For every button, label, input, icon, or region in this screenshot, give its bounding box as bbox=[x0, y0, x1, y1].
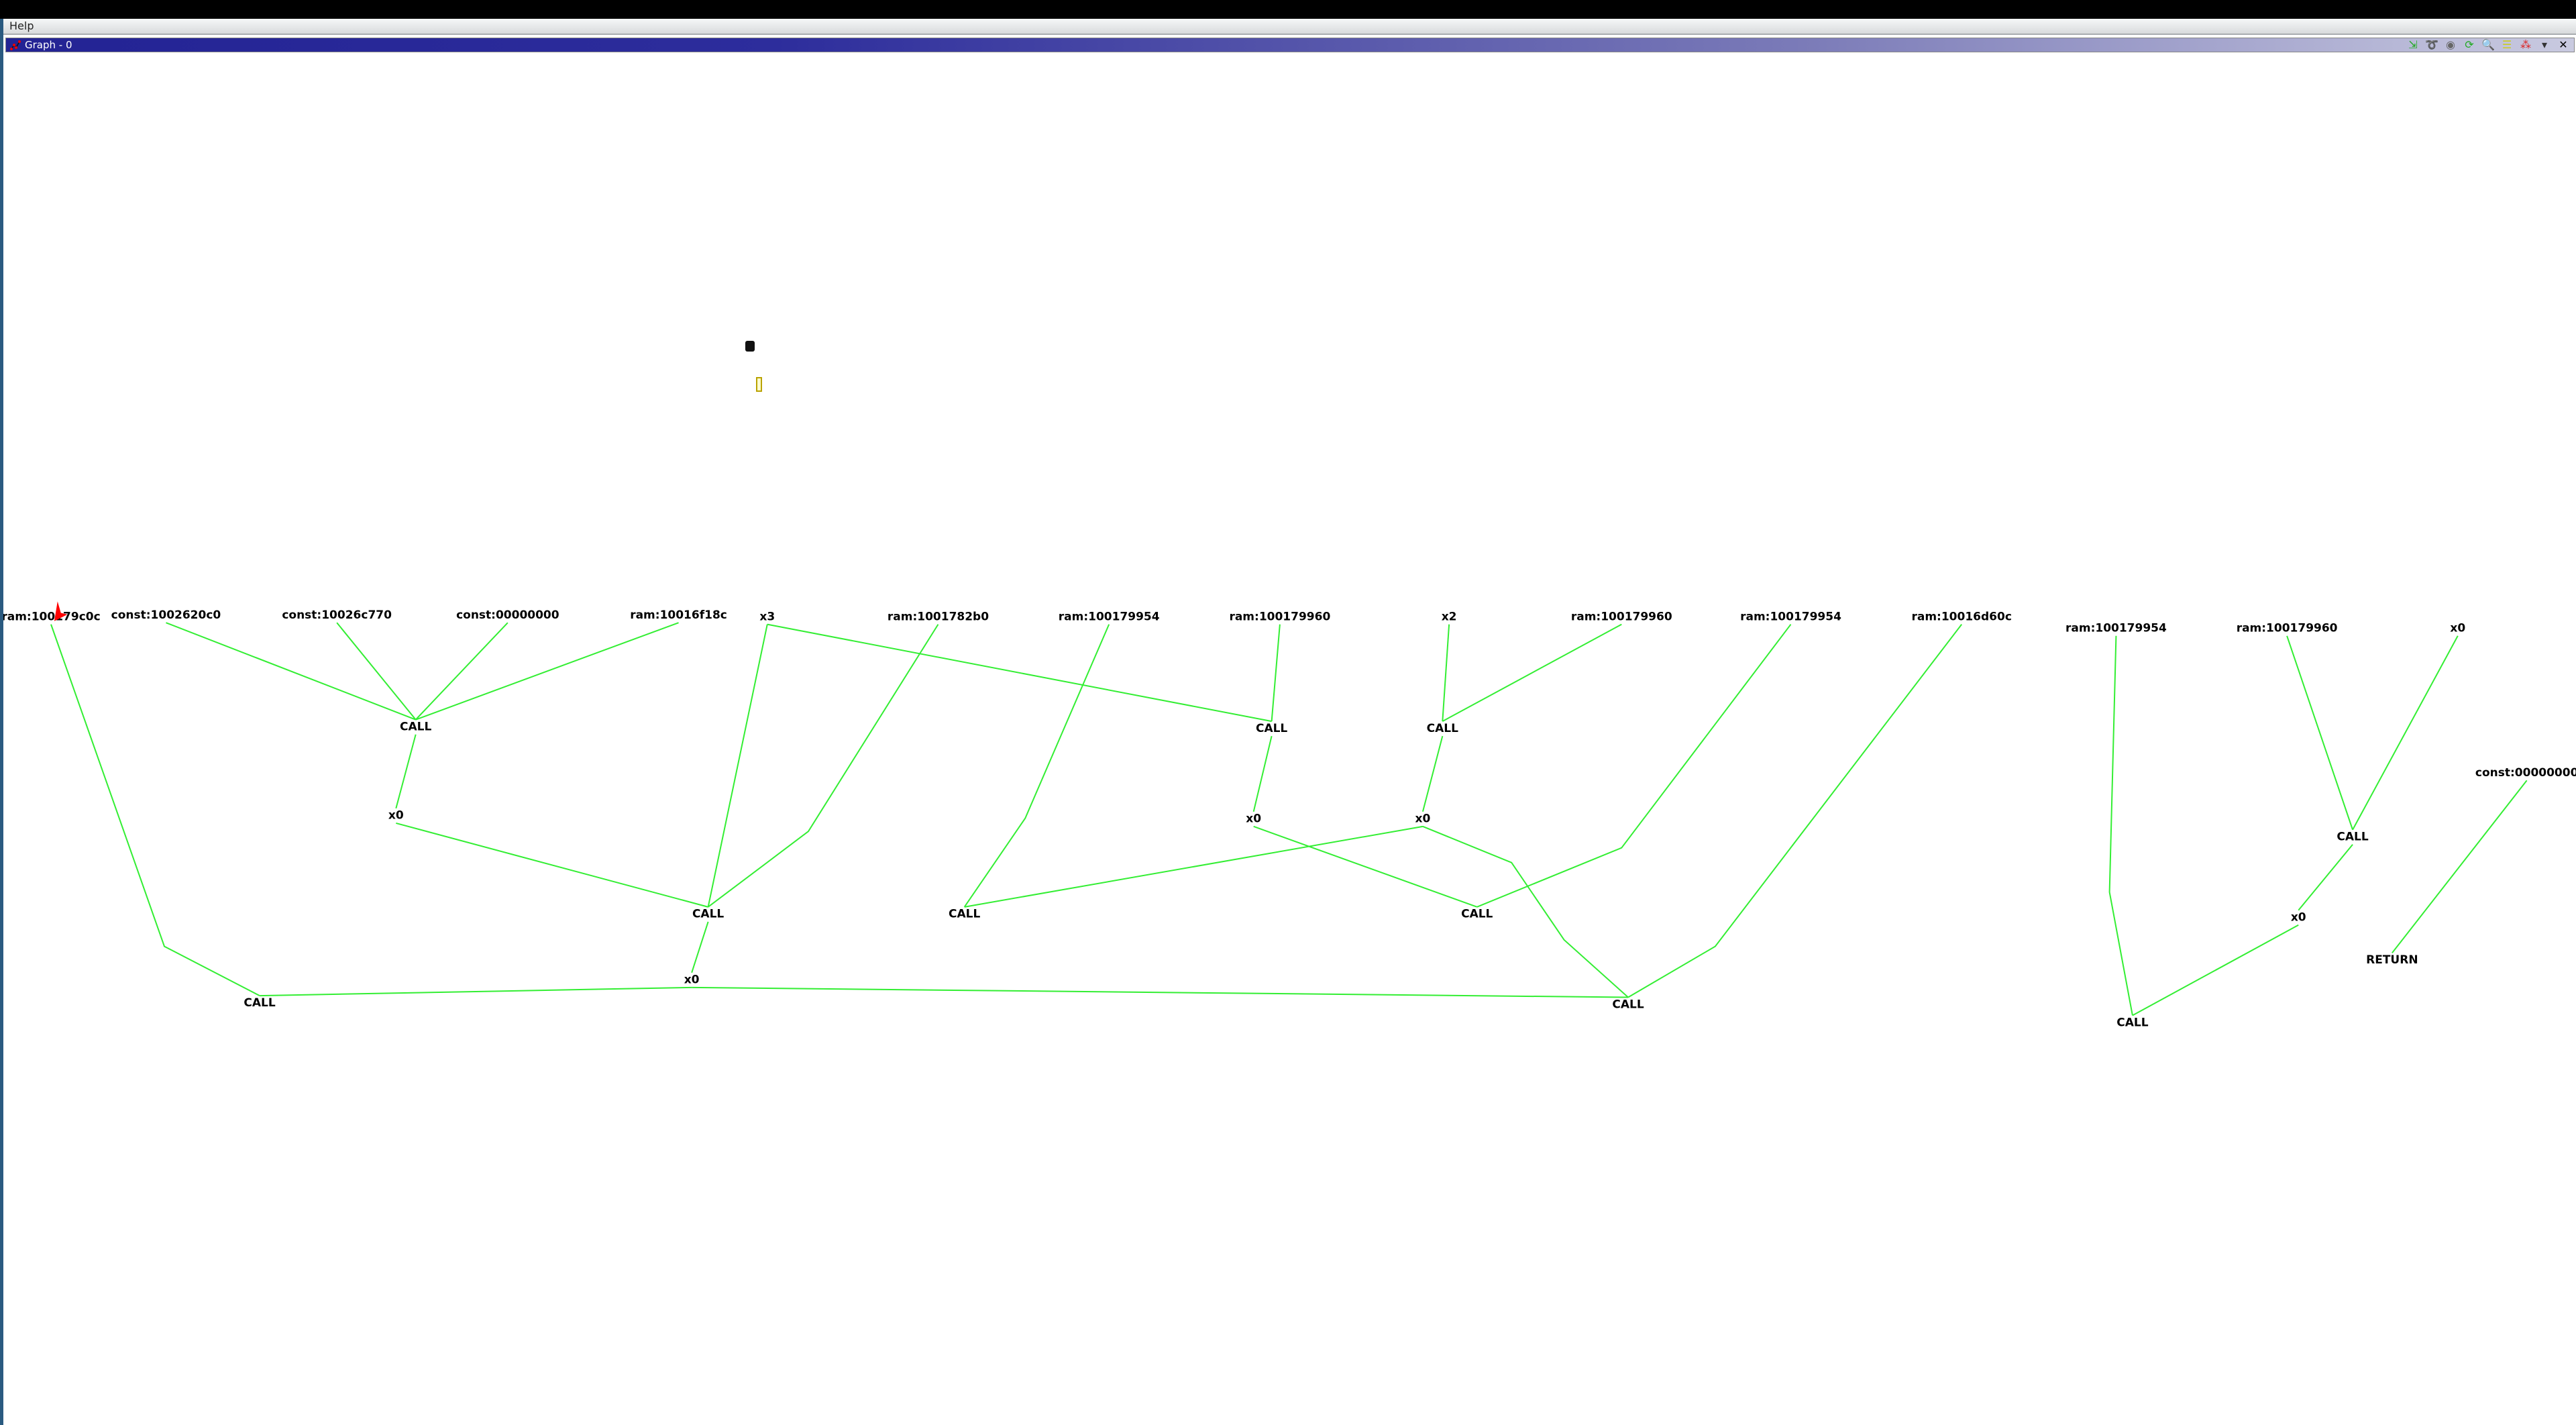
dropdown-icon[interactable]: ▾ bbox=[2541, 38, 2548, 51]
graph-node[interactable]: ram:100179960 bbox=[1571, 610, 1672, 623]
graph-edge bbox=[963, 624, 1110, 908]
graph-icon bbox=[10, 40, 21, 50]
graph-node[interactable]: ram:100179c0c bbox=[3, 610, 101, 623]
graph-edge bbox=[1442, 623, 1622, 722]
window-title-bar: Graph - 0 bbox=[5, 38, 2575, 52]
zoom-icon[interactable]: 🔍 bbox=[2481, 38, 2495, 51]
graph-nodes-icon[interactable]: ⁂ bbox=[2520, 38, 2531, 51]
graph-node[interactable]: ram:1001782b0 bbox=[888, 610, 989, 623]
graph-node[interactable]: CALL bbox=[1427, 722, 1458, 735]
graph-node[interactable]: const:1002620c0 bbox=[111, 609, 221, 622]
graph-node[interactable]: CALL bbox=[949, 908, 980, 921]
graph-toolbar: ⇲ ➰ ◉ ⟳ 🔍 ☰ ⁂ ▾ ✕ bbox=[2406, 36, 2571, 52]
graph-edge bbox=[964, 825, 1424, 908]
graph-edge bbox=[2392, 780, 2528, 954]
graph-node[interactable]: const:00000000 bbox=[456, 609, 559, 622]
graph-node[interactable]: x0 bbox=[2450, 622, 2465, 635]
graph-node[interactable]: ram:100179954 bbox=[2065, 622, 2167, 635]
graph-node[interactable]: ram:100179960 bbox=[2237, 622, 2338, 635]
graph-edge bbox=[1421, 735, 1444, 812]
graph-node[interactable]: x3 bbox=[759, 610, 775, 623]
graph-window: Help Graph - 0 ⇲ ➰ ◉ ⟳ 🔍 ☰ ⁂ ▾ ✕ ram:100179c0c co… bbox=[0, 19, 2576, 1425]
menu-help[interactable]: Help bbox=[9, 19, 34, 32]
menu-bar: Help bbox=[3, 19, 2576, 35]
graph-edge bbox=[2286, 635, 2354, 831]
graph-edge bbox=[1252, 735, 1273, 812]
graph-edge bbox=[767, 623, 1272, 723]
graph-edge bbox=[1271, 624, 1281, 722]
graph-node[interactable]: ram:10016d60c bbox=[1911, 610, 2011, 623]
graph-node[interactable]: ram:10016f18c bbox=[630, 609, 727, 622]
graph-edge bbox=[50, 624, 260, 996]
graph-node[interactable]: x0 bbox=[388, 809, 404, 823]
graph-node[interactable]: ram:100179954 bbox=[1059, 610, 1160, 623]
graph-edge bbox=[415, 622, 679, 721]
graph-edge bbox=[1627, 624, 1963, 998]
graph-node[interactable]: CALL bbox=[1256, 722, 1287, 735]
export-graph-icon[interactable]: ⇲ bbox=[2408, 38, 2418, 51]
graph-edge bbox=[691, 921, 709, 973]
hand-cursor-icon bbox=[745, 341, 755, 352]
graph-node[interactable]: const:00000000 bbox=[2475, 766, 2576, 780]
graph-edge bbox=[707, 624, 768, 908]
graph-node[interactable]: x2 bbox=[1442, 610, 1457, 623]
graph-node[interactable]: CALL bbox=[2337, 831, 2368, 844]
graph-node[interactable]: RETURN bbox=[2366, 953, 2418, 967]
graph-edge bbox=[336, 622, 417, 721]
graph-edge bbox=[415, 622, 508, 721]
layout-icon[interactable]: ◉ bbox=[2446, 38, 2455, 51]
graph-edge bbox=[1442, 624, 1450, 722]
graph-edge bbox=[166, 622, 417, 721]
graph-edge bbox=[1253, 825, 1478, 908]
graph-node[interactable]: ram:100179954 bbox=[1740, 610, 1841, 623]
graph-node[interactable]: CALL bbox=[244, 996, 275, 1010]
graph-edge bbox=[692, 986, 1629, 998]
graph-node[interactable]: x0 bbox=[1246, 812, 1261, 826]
window-title: Graph - 0 bbox=[25, 39, 72, 51]
selection-arrow-icon bbox=[54, 601, 68, 621]
graph-edge bbox=[1477, 624, 1792, 908]
graph-edge bbox=[1422, 825, 1629, 998]
graph-node[interactable]: x0 bbox=[1415, 812, 1431, 826]
graph-node[interactable]: x0 bbox=[684, 973, 700, 987]
lasso-icon[interactable]: ➰ bbox=[2425, 38, 2438, 51]
graph-node[interactable]: ram:100179960 bbox=[1229, 610, 1330, 623]
graph-edge bbox=[2352, 635, 2459, 831]
graph-edge bbox=[260, 986, 692, 997]
graph-node[interactable]: CALL bbox=[400, 720, 431, 733]
tooltip-box bbox=[756, 377, 762, 392]
graph-edge bbox=[396, 822, 708, 908]
filter-icon[interactable]: ☰ bbox=[2502, 38, 2512, 51]
graph-edge bbox=[2298, 844, 2353, 911]
graph-edge bbox=[2108, 635, 2133, 1016]
graph-node[interactable]: CALL bbox=[1461, 908, 1493, 921]
graph-node[interactable]: CALL bbox=[1612, 998, 1644, 1011]
graph-node[interactable]: const:10026c770 bbox=[282, 609, 392, 622]
graph-edge bbox=[2132, 924, 2299, 1016]
graph-canvas[interactable]: ram:100179c0c const:1002620c0 const:10026c… bbox=[3, 19, 2576, 1425]
refresh-icon[interactable]: ⟳ bbox=[2465, 38, 2474, 51]
close-icon[interactable]: ✕ bbox=[2559, 38, 2568, 51]
graph-node[interactable]: CALL bbox=[2116, 1016, 2148, 1029]
graph-node[interactable]: CALL bbox=[692, 908, 724, 921]
graph-edge bbox=[708, 624, 939, 908]
graph-edge bbox=[395, 734, 417, 809]
graph-node[interactable]: x0 bbox=[2291, 911, 2306, 925]
